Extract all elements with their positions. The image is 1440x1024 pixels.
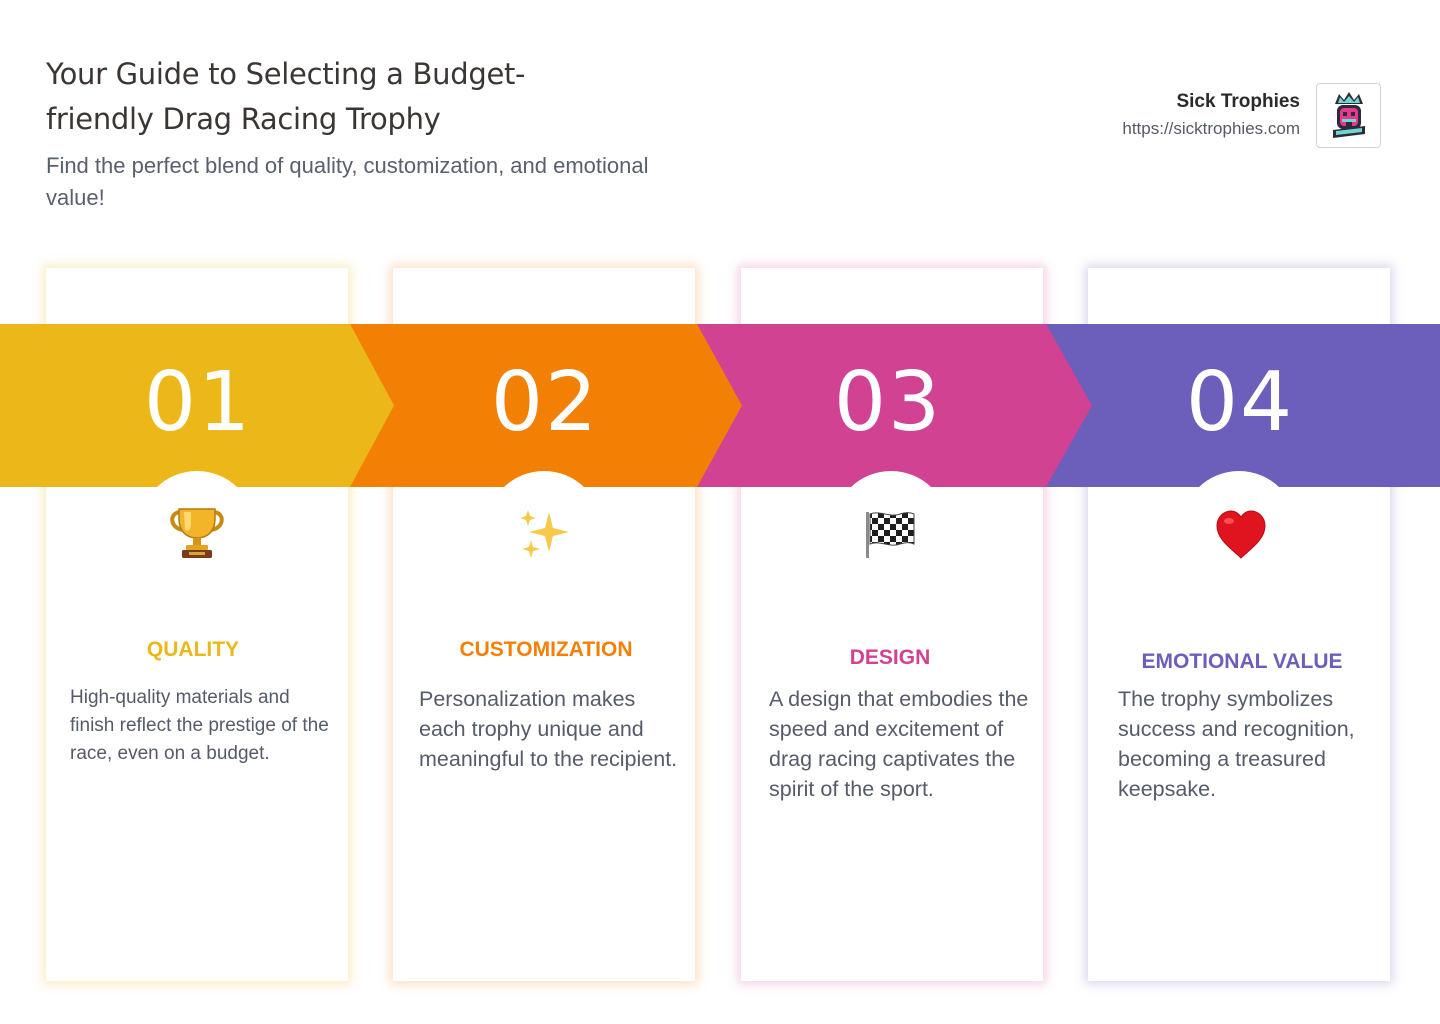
brand-logo[interactable] <box>1316 83 1381 148</box>
brand-name: Sick Trophies <box>1176 91 1300 112</box>
brand-url[interactable]: https://sicktrophies.com <box>1122 119 1300 138</box>
step-number-03: 03 <box>833 355 943 450</box>
step-heading-emotional-value: EMOTIONAL VALUE <box>1141 650 1343 673</box>
page-title: Your Guide to Selecting a Budget-friendl… <box>46 57 526 136</box>
heart-icon <box>1216 510 1266 559</box>
brand-block: Sick Trophies https://sicktrophies.com <box>1122 88 1300 142</box>
trophy-icon <box>170 508 224 558</box>
step-text-emotional-value: The trophy symbolizes success and recogn… <box>1118 687 1355 801</box>
step-heading-quality: QUALITY <box>146 638 240 661</box>
step-heading-customization: CUSTOMIZATION <box>459 638 633 661</box>
step-text-customization: Personalization makes each trophy unique… <box>419 687 678 771</box>
step-arrow-02 <box>349 324 742 487</box>
step-text-quality: High-quality materials and finish reflec… <box>70 687 329 764</box>
step-heading-design: DESIGN <box>849 646 931 669</box>
step-text-design: A design that embodies the speed and exc… <box>769 687 1029 801</box>
step-number-01: 01 <box>143 355 253 450</box>
step-number-02: 02 <box>490 355 600 450</box>
step-arrow-04 <box>1046 324 1440 487</box>
page-subtitle: Find the perfect blend of quality, custo… <box>46 153 649 210</box>
step-arrow-01 <box>0 324 394 487</box>
sparkles-icon <box>520 510 569 558</box>
step-arrow-banner <box>0 324 1440 487</box>
checkered-flag-icon <box>866 512 915 558</box>
crowned-skull-logo-icon <box>1332 91 1365 138</box>
step-arrow-03 <box>696 324 1092 487</box>
step-number-04: 04 <box>1185 355 1295 450</box>
